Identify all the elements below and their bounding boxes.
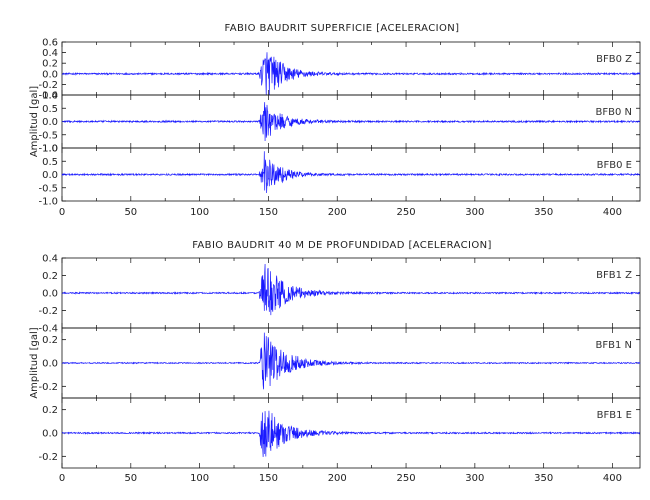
y-tick-label: -0.5	[38, 130, 58, 141]
series-trace	[61, 151, 641, 193]
panel-1: -1.0 -0.5 0.0 0.5 1.0 BFB0 N	[38, 91, 641, 155]
y-tick-label: -1.0	[38, 197, 58, 208]
y-tick-label: 0.0	[42, 69, 58, 80]
y-tick-label: 1.0	[42, 91, 58, 102]
channel-label: BFB0 E	[597, 160, 632, 171]
x-tick-label: 350	[534, 207, 553, 218]
x-tick-label: 50	[124, 207, 137, 218]
x-tick-label: 250	[397, 207, 416, 218]
series-trace	[61, 410, 641, 457]
y-tick-label: 0.5	[42, 157, 58, 168]
channel-label: BFB0 Z	[596, 54, 632, 65]
y-tick-label: 0.0	[42, 429, 58, 440]
y-tick-label: -0.2	[38, 452, 58, 463]
y-tick-label: 0.2	[42, 59, 58, 70]
y-tick-label: -0.2	[38, 306, 58, 317]
y-tick-label: 0.4	[42, 254, 58, 265]
y-tick-label: 0.2	[42, 271, 58, 282]
y-tick-label: -0.4	[38, 91, 58, 102]
surface-accelerogram: FABIO BAUDRIT SUPERFICIE [ACELERACION] A…	[29, 23, 641, 218]
y-axis-label: Amplitud [gal]	[29, 86, 40, 157]
series-trace	[61, 264, 641, 316]
panel-2: -1.0 -0.5 0.0 0.5 1.0 BFB0 E	[38, 144, 641, 208]
series-trace	[61, 102, 640, 142]
y-axis-label: Amplitud [gal]	[29, 327, 40, 398]
x-tick-label: 400	[603, 473, 622, 484]
x-tick-label: 300	[465, 473, 484, 484]
panel-0: -0.4-0.20.00.20.40.6 BFB0 Z	[38, 38, 641, 102]
y-tick-label: 0.4	[42, 48, 58, 59]
chart-title-surface: FABIO BAUDRIT SUPERFICIE [ACELERACION]	[225, 23, 460, 34]
y-tick-label: 0.0	[42, 117, 58, 128]
y-tick-label: -0.5	[38, 183, 58, 194]
series-trace	[61, 332, 641, 390]
x-tick-label: 200	[328, 473, 347, 484]
y-tick-label: 0.2	[42, 335, 58, 346]
channel-label: BFB1 E	[597, 410, 632, 421]
y-tick-label: -0.2	[38, 80, 58, 91]
y-tick-label: 0.2	[42, 405, 58, 416]
x-tick-label: 0	[59, 207, 65, 218]
panel-2: -0.2 0.0 0.2 BFB1 E	[38, 397, 641, 469]
panel-frame	[61, 41, 641, 96]
channel-label: BFB0 N	[596, 107, 633, 118]
x-tick-label: 100	[190, 473, 209, 484]
y-tick-label: -0.2	[38, 382, 58, 393]
x-tick-label: 50	[124, 473, 137, 484]
x-tick-label: 350	[534, 473, 553, 484]
panel-1: -0.2 0.0 0.2 BFB1 N	[38, 327, 641, 399]
y-tick-label: 0.0	[42, 170, 58, 181]
depth-accelerogram: FABIO BAUDRIT 40 M DE PROFUNDIDAD [ACELE…	[29, 240, 641, 484]
channel-label: BFB1 N	[596, 340, 633, 351]
y-tick-label: -1.0	[38, 144, 58, 155]
y-tick-label: 0.0	[42, 359, 58, 370]
channel-label: BFB1 Z	[596, 270, 632, 281]
x-tick-label: 0	[59, 473, 65, 484]
x-tick-label: 400	[603, 207, 622, 218]
x-tick-label: 250	[397, 473, 416, 484]
chart-title-depth: FABIO BAUDRIT 40 M DE PROFUNDIDAD [ACELE…	[192, 240, 492, 251]
y-tick-label: 0.6	[42, 38, 58, 49]
y-tick-label: 1.0	[42, 144, 58, 155]
x-tick-label: 150	[259, 207, 278, 218]
y-tick-label: 0.5	[42, 104, 58, 115]
x-tick-label: 300	[465, 207, 484, 218]
y-tick-label: 0.0	[42, 289, 58, 300]
series-trace	[61, 52, 641, 96]
x-tick-label: 100	[190, 207, 209, 218]
x-tick-label: 150	[259, 473, 278, 484]
x-tick-label: 200	[328, 207, 347, 218]
y-tick-label: -0.4	[38, 324, 58, 335]
panel-0: -0.4 -0.2 0.0 0.2 0.4 BFB1 Z	[38, 254, 641, 335]
